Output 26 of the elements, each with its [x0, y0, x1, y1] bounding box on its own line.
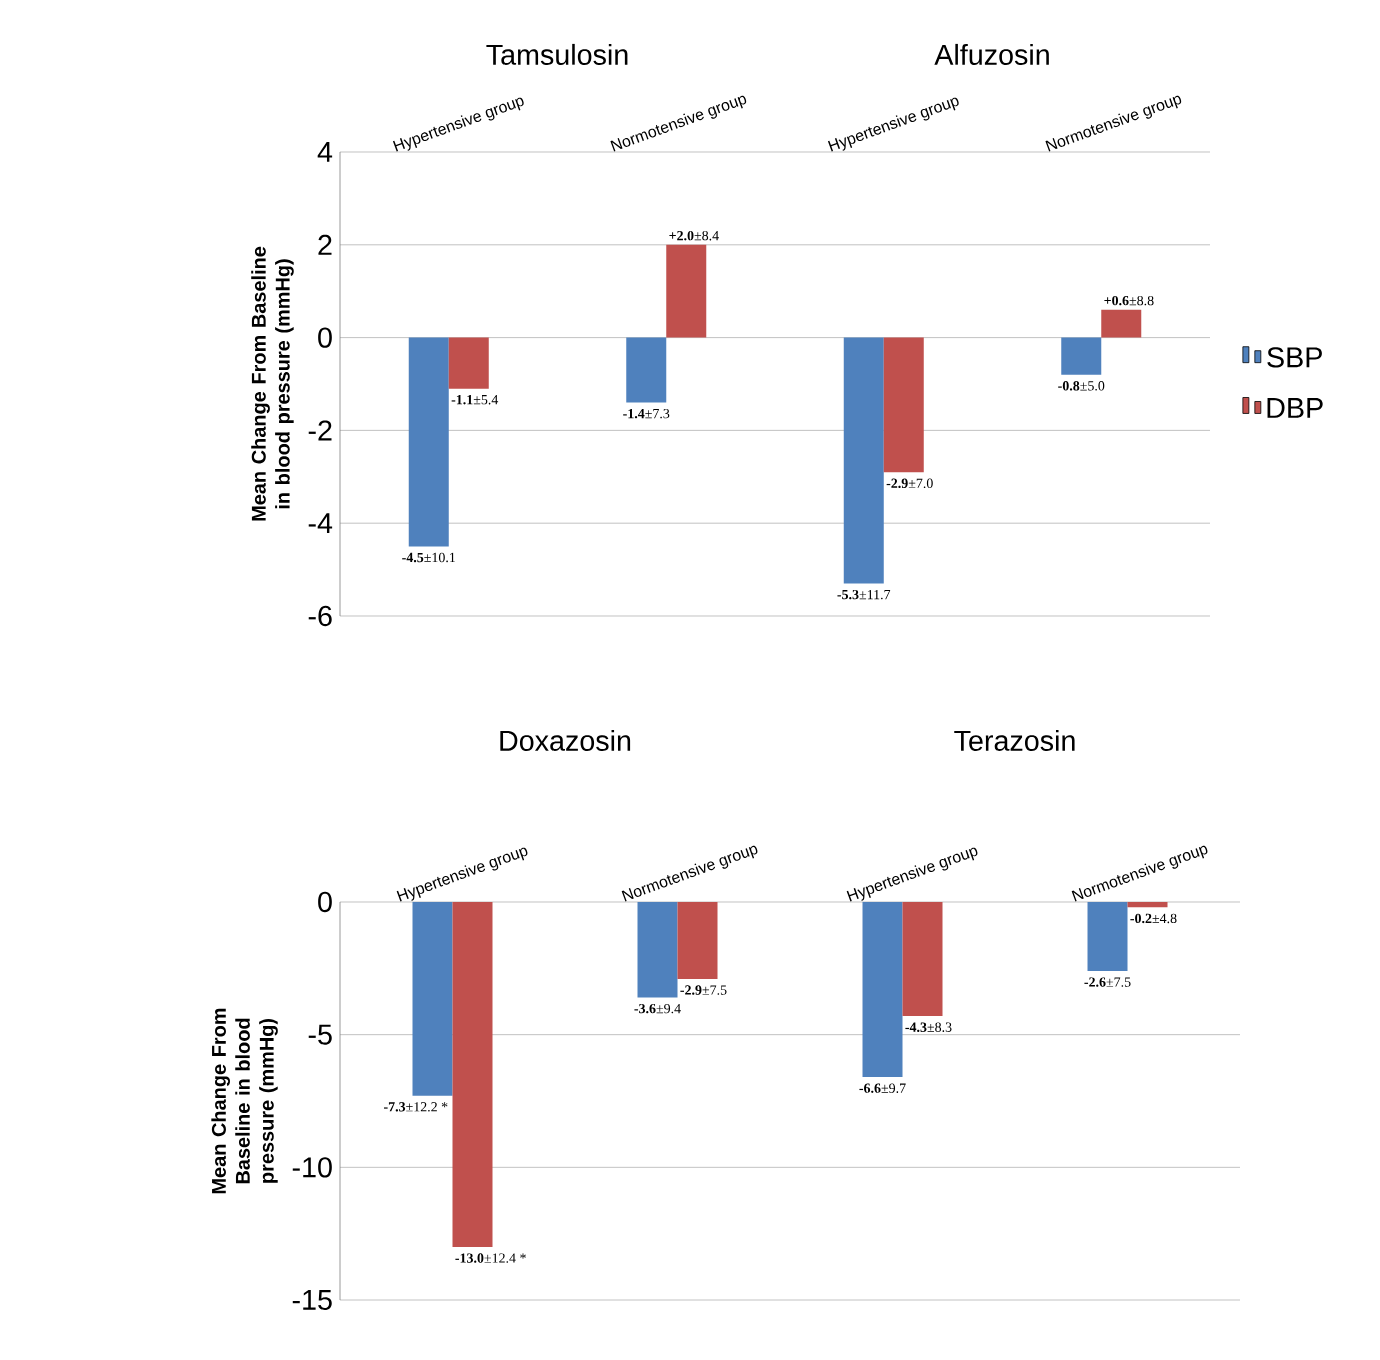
text: Tamsulosin [486, 43, 628, 65]
text: Alfuzosin [934, 43, 1049, 65]
bar [843, 337, 884, 584]
bar [1101, 309, 1142, 338]
bar [408, 337, 449, 547]
y-tick-label: 2 [318, 234, 332, 255]
y-tick-label: -15 [292, 1289, 332, 1311]
y-tick-label: -6 [308, 605, 332, 627]
bar [883, 337, 924, 473]
y-tick-label: 4 [317, 142, 333, 162]
text: Terazosin [954, 729, 1075, 751]
y-tick-label: -4 [308, 513, 333, 534]
bar [626, 337, 667, 403]
y-axis-title: Mean Change From Baseline in blood pressure (mmHg) [251, 246, 294, 521]
y-tick-label: -2 [308, 420, 332, 441]
legend-label: SBP [1267, 347, 1322, 368]
bar [448, 337, 489, 389]
y-axis-title: Mean Change From Baseline in blood pressure (mmHg) [211, 1008, 278, 1194]
y-tick-label: 0 [318, 327, 332, 348]
bar [666, 244, 707, 338]
bar [1061, 337, 1102, 375]
legend-label: DBP [1267, 398, 1323, 418]
text: Doxazosin [500, 729, 631, 751]
y-tick-label: -10 [292, 1157, 332, 1178]
y-tick-label: -5 [308, 1024, 332, 1045]
y-tick-label: 0 [318, 891, 332, 913]
